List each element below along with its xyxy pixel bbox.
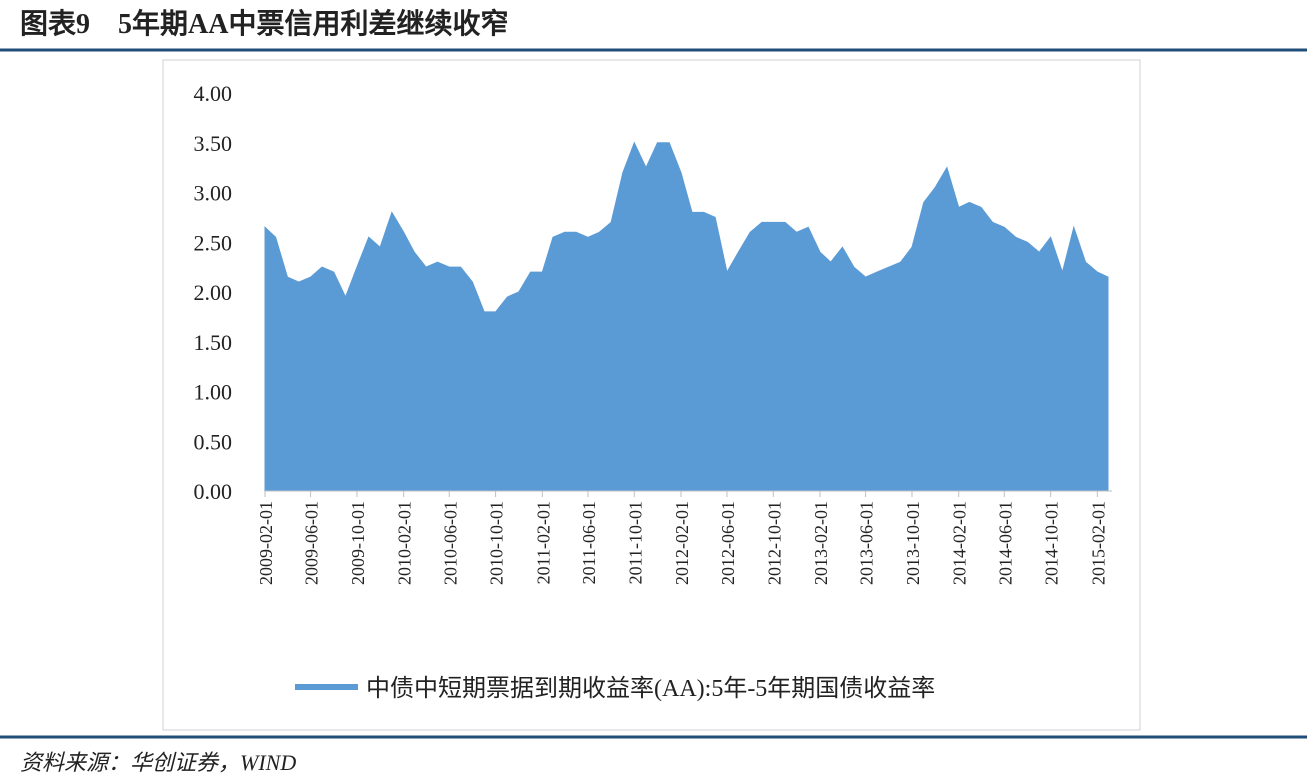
y-tick-label: 2.50 (194, 230, 233, 255)
x-tick-label: 2014-02-01 (950, 501, 970, 585)
x-tick-label: 2010-06-01 (440, 501, 460, 585)
legend-label: 中债中短期票据到期收益率(AA):5年-5年期国债收益率 (366, 675, 935, 702)
source-note: 资料来源：华创证券，WIND (20, 750, 296, 775)
y-tick-label: 3.50 (194, 131, 233, 156)
x-tick-label: 2010-10-01 (487, 501, 507, 585)
y-tick-label: 2.00 (194, 280, 233, 305)
chart-frame (162, 59, 1141, 731)
x-tick-label: 2009-02-01 (256, 501, 276, 585)
x-tick-label: 2011-02-01 (533, 501, 553, 584)
y-tick-label: 4.00 (194, 81, 233, 106)
x-tick-label: 2012-06-01 (718, 501, 738, 585)
x-tick-label: 2014-10-01 (1042, 501, 1062, 585)
y-tick-label: 0.00 (194, 479, 233, 504)
x-tick-label: 2012-10-01 (764, 501, 784, 585)
x-tick-label: 2012-02-01 (672, 501, 692, 585)
x-tick-label: 2013-10-01 (903, 501, 923, 585)
y-tick-label: 0.50 (194, 429, 233, 454)
x-tick-label: 2010-02-01 (395, 501, 415, 585)
y-tick-label: 1.00 (194, 380, 233, 405)
x-tick-label: 2014-06-01 (995, 501, 1015, 585)
area (264, 141, 1109, 492)
x-tick-label: 2013-06-01 (857, 501, 877, 585)
x-tick-label: 2009-10-01 (348, 501, 368, 585)
x-tick-label: 2011-06-01 (579, 501, 599, 584)
x-tick-label: 2011-10-01 (625, 501, 645, 584)
x-tick-label: 2009-06-01 (302, 501, 322, 585)
y-tick-label: 3.00 (194, 181, 233, 206)
y-tick-label: 1.50 (194, 330, 233, 355)
chart-title: 图表9 5年期AA中票信用利差继续收窄 (20, 7, 508, 40)
x-tick-label: 2015-02-01 (1088, 501, 1108, 585)
x-tick-label: 2013-02-01 (811, 501, 831, 585)
